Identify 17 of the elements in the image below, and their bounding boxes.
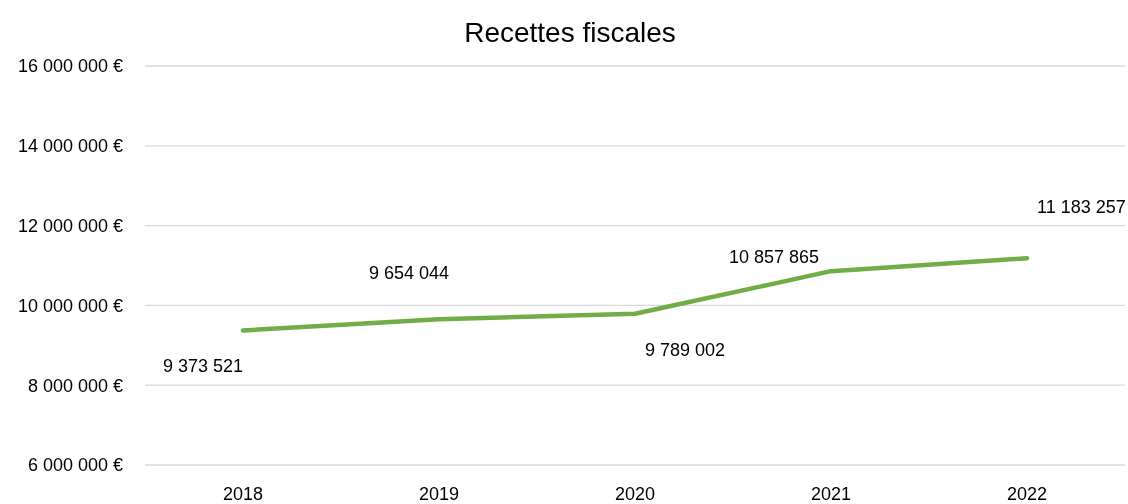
y-tick-label: 6 000 000 € — [27, 455, 123, 476]
x-tick-label: 2018 — [222, 484, 264, 504]
data-label: 9 654 044 — [368, 263, 449, 284]
data-label: 9 789 002 — [645, 339, 726, 360]
chart-title: Recettes fiscales — [464, 17, 676, 48]
y-tick-label: 8 000 000 € — [27, 375, 123, 396]
data-label: 11 183 257 — [1037, 197, 1126, 218]
y-tick-label: 10 000 000 € — [17, 295, 123, 316]
y-tick-label: 14 000 000 € — [17, 136, 123, 157]
x-tick-label: 2021 — [810, 484, 852, 504]
data-label: 9 373 521 — [162, 356, 244, 377]
x-tick-label: 2020 — [614, 484, 656, 504]
x-tick-label: 2019 — [418, 484, 460, 504]
y-tick-label: 12 000 000 € — [17, 215, 123, 236]
data-label: 10 857 865 — [728, 247, 819, 268]
y-tick-label: 16 000 000 € — [17, 56, 123, 77]
x-tick-label: 2022 — [1006, 484, 1048, 504]
